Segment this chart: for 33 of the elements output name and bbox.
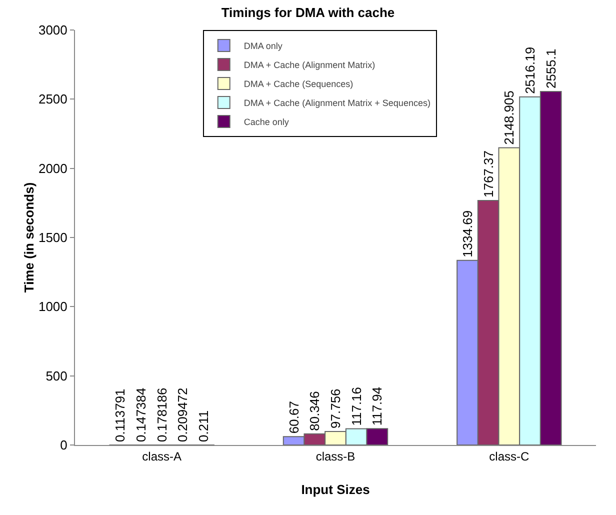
data-label: 0.211 bbox=[196, 410, 212, 442]
y-tick-label: 2500 bbox=[38, 92, 68, 107]
data-label: 80.346 bbox=[307, 391, 322, 431]
x-axis-title: Input Sizes bbox=[301, 482, 370, 497]
legend-label: Cache only bbox=[244, 117, 290, 128]
x-tick-label: class-C bbox=[489, 449, 530, 464]
y-tick-label: 0 bbox=[60, 438, 68, 453]
y-tick-label: 500 bbox=[46, 368, 68, 384]
x-tick-label: class-B bbox=[316, 449, 356, 464]
legend-label: DMA only bbox=[244, 41, 283, 52]
y-axis-title: Time (in seconds) bbox=[21, 182, 36, 293]
legend-label: DMA + Cache (Alignment Matrix) bbox=[244, 60, 376, 70]
y-tick-label: 1500 bbox=[38, 230, 68, 246]
data-label: 0.113791 bbox=[112, 388, 128, 442]
legend-label: DMA + Cache (Sequences) bbox=[244, 79, 354, 90]
y-tick-label: 2000 bbox=[38, 160, 68, 176]
data-label: 0.147384 bbox=[133, 388, 148, 442]
data-label: 1767.37 bbox=[480, 150, 496, 198]
data-label: 1334.69 bbox=[460, 210, 475, 258]
data-label: 60.67 bbox=[286, 401, 302, 434]
legend-label: DMA + Cache (Alignment Matrix + Sequences) bbox=[244, 98, 430, 108]
data-label: 2148.905 bbox=[502, 90, 517, 145]
data-label: 0.209472 bbox=[175, 388, 190, 442]
data-label: 117.94 bbox=[370, 386, 385, 426]
y-tick-label: 3000 bbox=[38, 22, 68, 38]
x-tick-label: class-A bbox=[142, 449, 182, 464]
data-label: 97.756 bbox=[328, 388, 343, 428]
data-label: 117.16 bbox=[348, 386, 364, 426]
data-label: 0.178186 bbox=[154, 388, 170, 442]
y-tick-label: 1000 bbox=[38, 299, 68, 314]
chart-title: Timings for DMA with cache bbox=[221, 4, 395, 20]
data-label: 2516.19 bbox=[522, 46, 538, 94]
data-label: 2555.1 bbox=[543, 48, 558, 89]
